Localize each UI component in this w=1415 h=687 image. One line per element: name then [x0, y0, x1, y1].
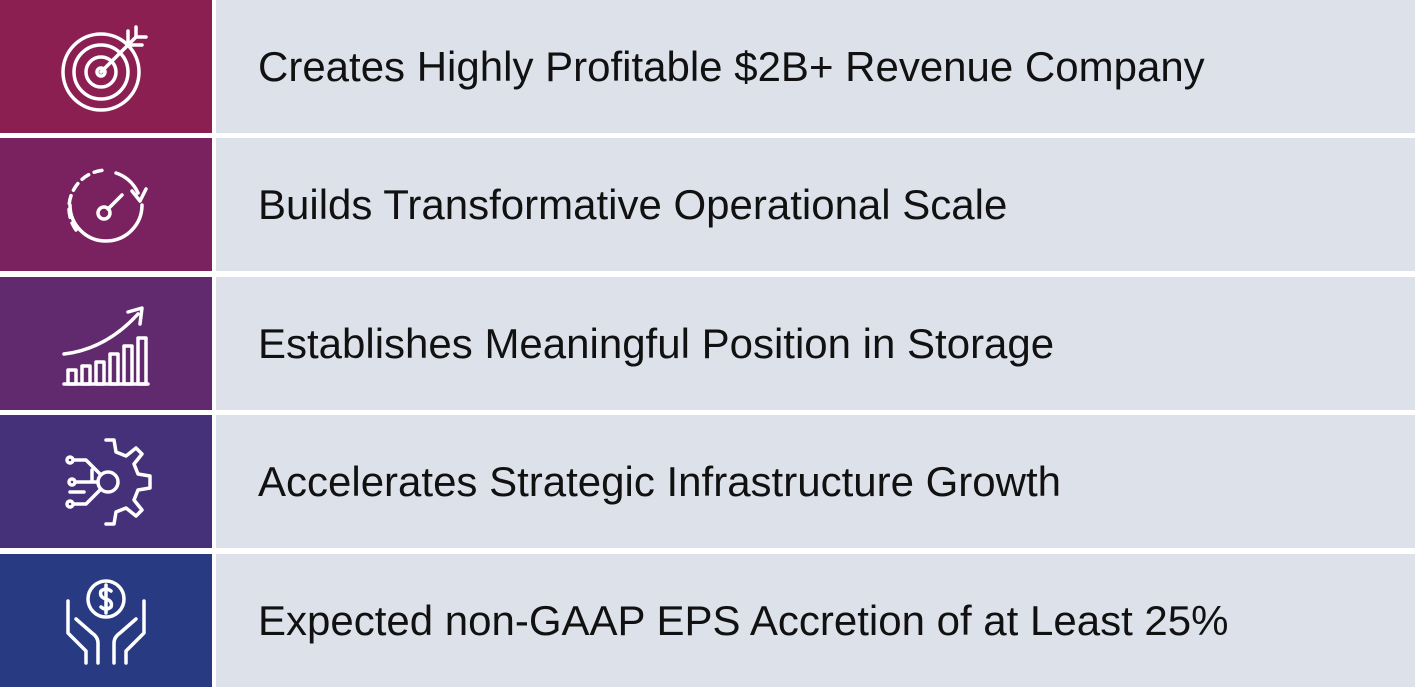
row: Expected non-GAAP EPS Accretion of at Le…	[0, 554, 1415, 687]
row-label: Accelerates Strategic Infrastructure Gro…	[216, 415, 1415, 548]
icon-box	[0, 277, 212, 410]
gear-icon	[65, 437, 152, 526]
speed-icon	[67, 167, 148, 243]
row-label: Builds Transformative Operational Scale	[216, 138, 1415, 271]
row: Creates Highly Profitable $2B+ Revenue C…	[0, 0, 1415, 133]
row-label: Expected non-GAAP EPS Accretion of at Le…	[216, 554, 1415, 687]
icon-box	[0, 0, 212, 133]
icon-box	[0, 415, 212, 548]
growth-icon	[62, 305, 150, 386]
row-label: Establishes Meaningful Position in Stora…	[216, 277, 1415, 410]
row: Builds Transformative Operational Scale	[0, 138, 1415, 271]
target-icon	[61, 24, 148, 112]
icon-box	[0, 138, 212, 271]
row-label: Creates Highly Profitable $2B+ Revenue C…	[216, 0, 1415, 133]
hands-money-icon	[66, 578, 146, 665]
row: Accelerates Strategic Infrastructure Gro…	[0, 415, 1415, 548]
icon-box	[0, 554, 212, 687]
row: Establishes Meaningful Position in Stora…	[0, 277, 1415, 410]
